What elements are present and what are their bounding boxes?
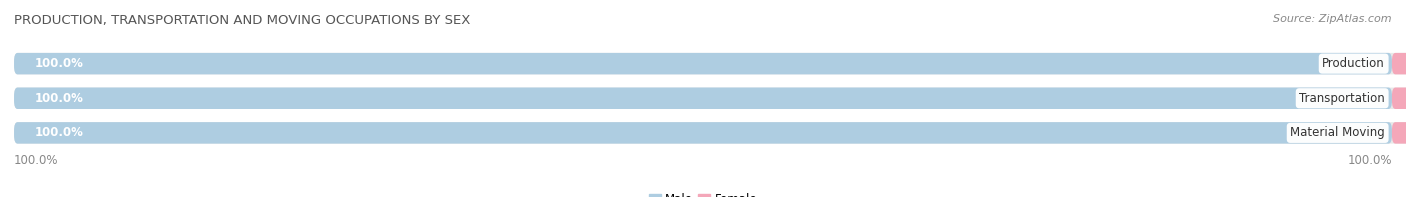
FancyBboxPatch shape xyxy=(14,53,1392,74)
FancyBboxPatch shape xyxy=(1392,122,1406,144)
Legend: Male, Female: Male, Female xyxy=(644,188,762,197)
Text: Transportation: Transportation xyxy=(1299,92,1385,105)
Text: 100.0%: 100.0% xyxy=(35,126,83,139)
Text: 100.0%: 100.0% xyxy=(1347,154,1392,167)
FancyBboxPatch shape xyxy=(1392,53,1406,74)
FancyBboxPatch shape xyxy=(14,122,1392,144)
Text: Production: Production xyxy=(1322,57,1385,70)
FancyBboxPatch shape xyxy=(14,53,1406,74)
Text: 100.0%: 100.0% xyxy=(35,57,83,70)
FancyBboxPatch shape xyxy=(14,87,1392,109)
FancyBboxPatch shape xyxy=(14,87,1406,109)
Text: Source: ZipAtlas.com: Source: ZipAtlas.com xyxy=(1274,14,1392,24)
Text: 100.0%: 100.0% xyxy=(14,154,59,167)
FancyBboxPatch shape xyxy=(1392,87,1406,109)
Text: Material Moving: Material Moving xyxy=(1291,126,1385,139)
Text: 100.0%: 100.0% xyxy=(35,92,83,105)
Text: PRODUCTION, TRANSPORTATION AND MOVING OCCUPATIONS BY SEX: PRODUCTION, TRANSPORTATION AND MOVING OC… xyxy=(14,14,471,27)
FancyBboxPatch shape xyxy=(14,122,1406,144)
